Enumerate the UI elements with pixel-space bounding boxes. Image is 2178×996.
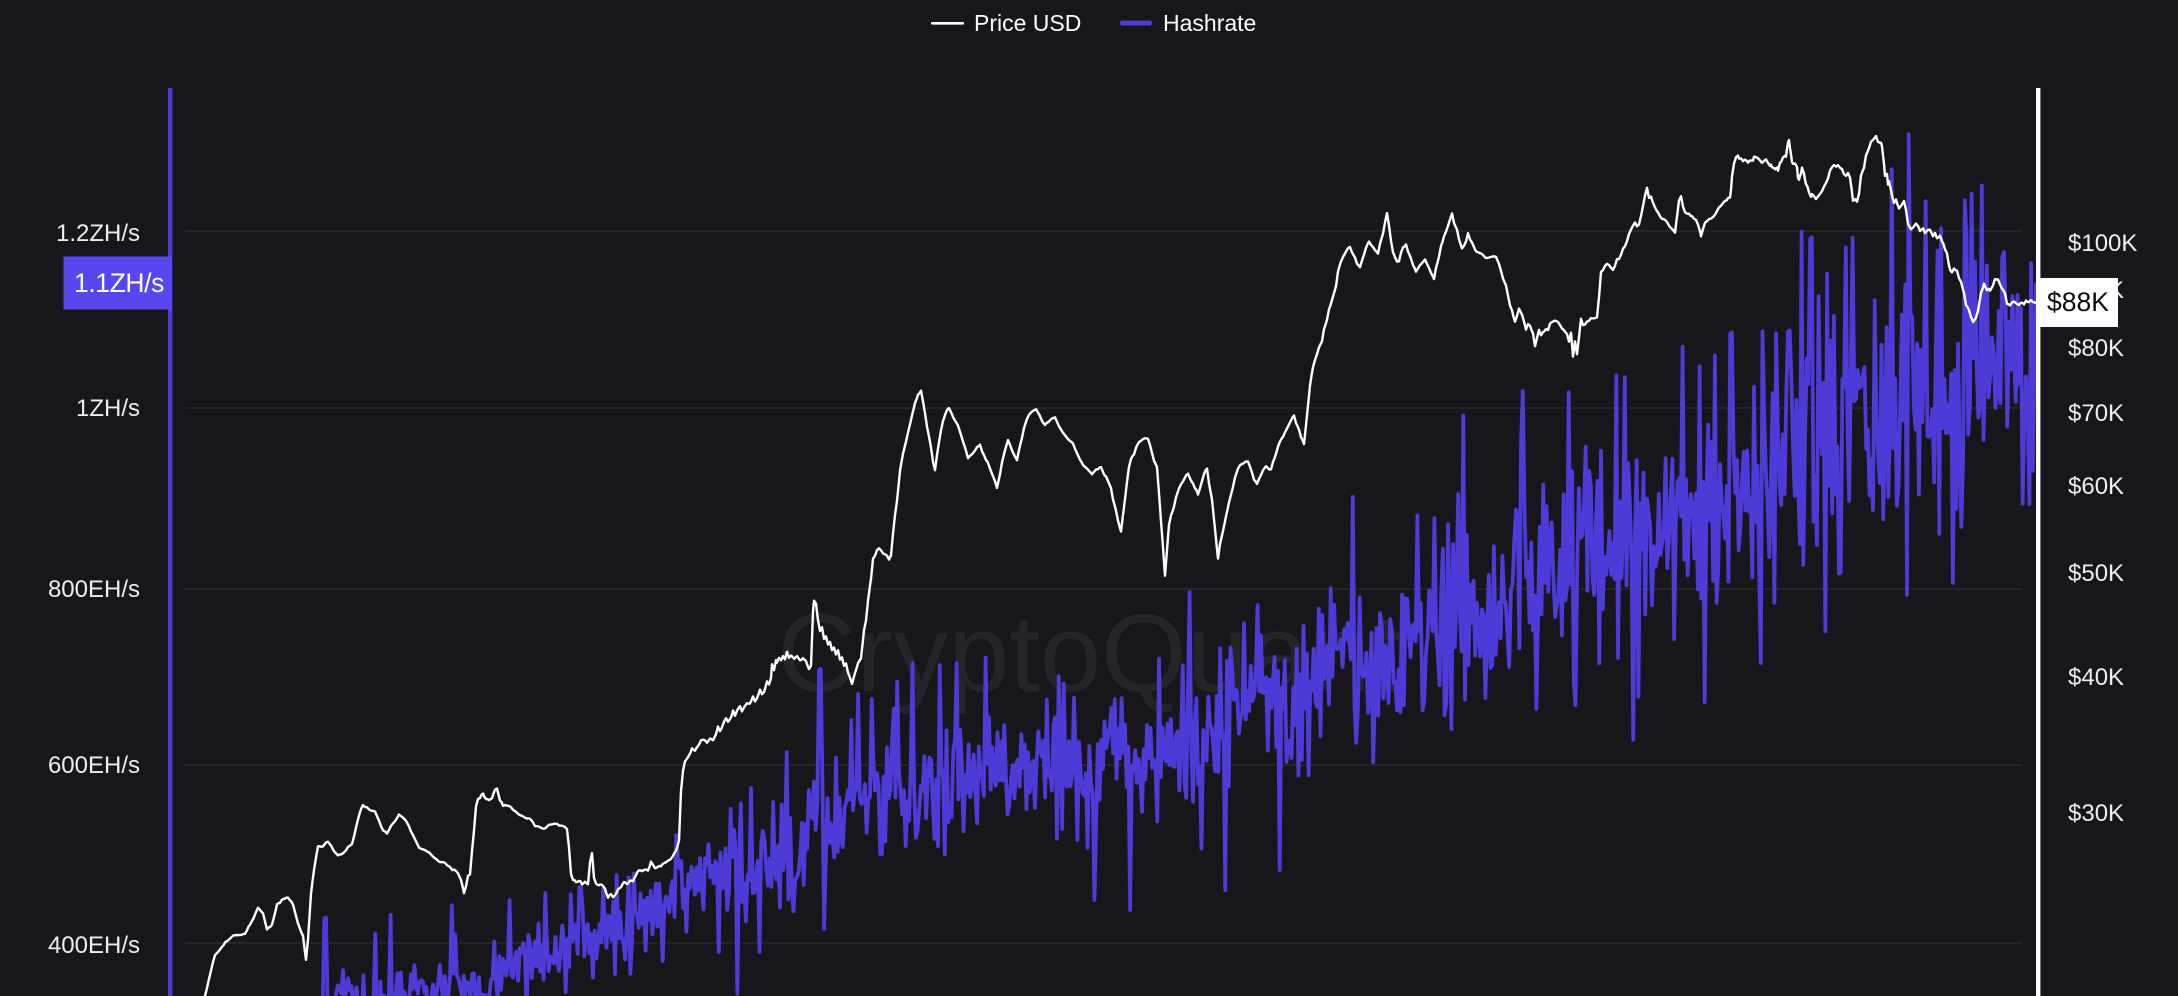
svg-text:400EH/s: 400EH/s: [48, 932, 140, 959]
svg-text:$100K: $100K: [2068, 230, 2137, 257]
svg-text:800EH/s: 800EH/s: [48, 576, 140, 603]
svg-text:600EH/s: 600EH/s: [48, 752, 140, 779]
svg-text:$88K: $88K: [2047, 287, 2109, 317]
svg-text:Price USD: Price USD: [974, 10, 1081, 36]
svg-text:$70K: $70K: [2068, 400, 2124, 427]
svg-text:Hashrate: Hashrate: [1163, 10, 1256, 36]
svg-text:$50K: $50K: [2068, 560, 2124, 587]
svg-text:1ZH/s: 1ZH/s: [76, 395, 140, 422]
svg-text:$60K: $60K: [2068, 473, 2124, 500]
svg-text:1.1ZH/s: 1.1ZH/s: [74, 268, 164, 298]
svg-text:$40K: $40K: [2068, 664, 2124, 691]
svg-text:$30K: $30K: [2068, 800, 2124, 827]
svg-text:1.2ZH/s: 1.2ZH/s: [56, 220, 140, 247]
svg-text:$80K: $80K: [2068, 335, 2124, 362]
